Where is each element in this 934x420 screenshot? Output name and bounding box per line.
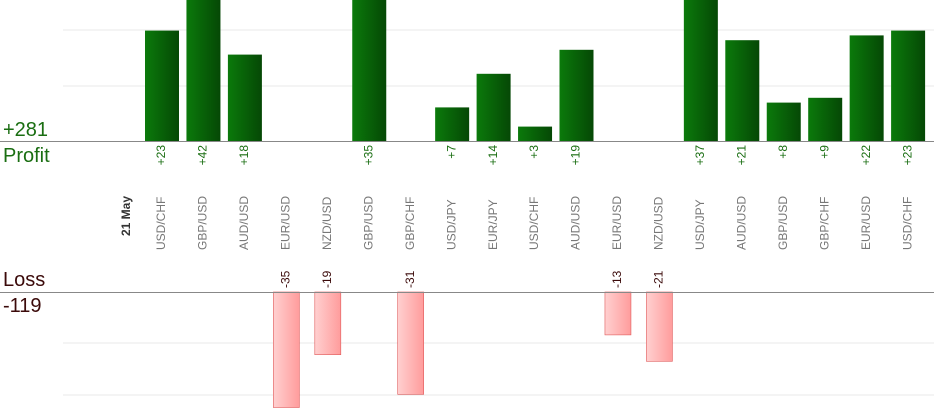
profit-value-label: +19 [569,145,583,166]
loss-bar [397,291,425,395]
profit-label: Profit [3,145,50,167]
bars [145,0,926,408]
loss-bar [646,291,673,362]
profit-value-label: +35 [361,145,375,166]
loss-bar [273,291,300,408]
profit-bar [186,0,221,142]
profit-bar [518,126,553,141]
profit-bar [808,97,843,141]
profit-bar [725,40,760,142]
pair-label: AUD/USD [569,196,583,250]
profit-value-label: +42 [196,145,210,166]
profit-value-label: +18 [237,145,251,166]
profit-bar [849,35,884,141]
profit-bar [352,0,387,141]
loss-bar [604,291,632,336]
pair-label: GBP/USD [776,196,790,250]
profit-total: +281 [3,119,49,141]
pair-label: GBP/CHF [403,197,417,250]
profit-value-label: +37 [693,145,707,166]
profit-bar [766,102,801,141]
profit-bar [227,54,262,141]
pair-label: USD/CHF [154,197,168,250]
profit-value-label: +3 [527,145,541,159]
date-label: 21 May [119,196,133,236]
profit-value-label: +14 [486,145,500,166]
pair-label: USD/CHF [527,197,541,250]
profit-bar [683,0,718,142]
loss-label: Loss [3,269,46,291]
pair-label: EUR/JPY [486,199,500,250]
pair-label: NZD/USD [652,196,666,250]
loss-total: -119 [3,295,42,317]
pair-label: NZD/USD [320,196,334,250]
loss-value-label: -35 [279,270,293,288]
pair-label: AUD/USD [734,196,748,250]
profit-value-label: +7 [444,145,458,159]
profit-value-label: +8 [776,145,790,159]
loss-bar [314,291,342,356]
profit-bar [476,73,511,141]
pair-label: USD/JPY [693,199,707,250]
pair-label: GBP/CHF [817,197,831,250]
profit-bar [435,107,470,141]
profit-value-label: +23 [154,145,168,166]
pair-label: EUR/USD [610,196,624,250]
pair-label: USD/CHF [900,197,914,250]
labels: 21 May +23 USD/CHF +42 GBP/USD +18 AUD/USD -35 E… [119,145,914,288]
pair-label: AUD/USD [237,196,251,250]
profit-bar [891,30,926,142]
profit-bar [559,49,594,141]
loss-value-label: -19 [320,270,334,288]
pair-label: GBP/USD [361,196,375,250]
pair-label: GBP/USD [196,196,210,250]
loss-value-label: -21 [652,270,666,288]
axes [0,141,934,293]
pair-label: EUR/USD [279,196,293,250]
profit-value-label: +22 [859,145,873,166]
loss-value-label: -31 [403,270,417,288]
pair-label: USD/JPY [444,199,458,250]
pair-label: EUR/USD [859,196,873,250]
loss-value-label: -13 [610,270,624,288]
profit-bar [145,30,179,142]
profit-value-label: +21 [734,145,748,166]
profit-value-label: +23 [900,145,914,166]
profit-value-label: +9 [817,145,831,159]
